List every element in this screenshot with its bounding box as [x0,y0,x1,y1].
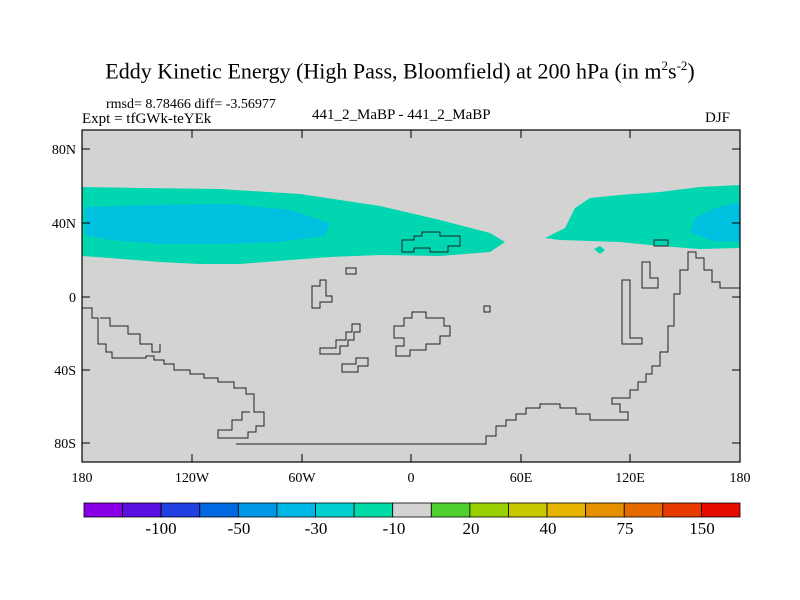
colorbar-box-12 [508,502,548,518]
lat-label-40s: 40S [54,364,76,379]
coastline-north-america [100,317,161,353]
lon-label-180w: 180 [72,471,93,486]
coastline-europe [401,231,461,253]
lon-label-120w: 120W [175,471,210,486]
colorbar-box-8 [353,502,394,518]
lat-tick-marks [82,148,740,444]
colorbar-box-6 [276,502,316,518]
lon-label-60e: 60E [510,471,533,486]
coastline-small-1 [653,239,669,247]
lat-label-0: 0 [69,291,76,306]
stats-text: rmsd= 8.78466 diff= -3.56977 [106,97,276,112]
coastline-island-5 [345,267,357,275]
colorbar-label-6: 40 [540,519,557,538]
coastline-island-3 [393,311,451,357]
lon-label-180e: 180 [730,471,751,486]
colorbar-label-1: -100 [145,519,176,538]
colorbar-label-5: 20 [463,519,480,538]
title-sup-2: -2 [676,58,688,73]
coastlines [82,231,740,445]
lat-label-40n: 40N [52,217,76,232]
colorbar-box-3 [160,502,201,518]
coastline-island-4 [341,357,369,373]
coastline-island-1 [311,279,333,309]
title-mid: s [668,58,677,84]
coastline-antarctica [236,251,740,445]
colorbar-label-4: -10 [383,519,406,538]
colorbar-box-16 [662,502,702,518]
case-label: 441_2_MaBP - 441_2_MaBP [312,107,491,123]
colorbar-label-8: 150 [689,519,715,538]
colorbar [83,502,741,518]
colorbar-box-4 [199,502,239,518]
lon-tick-marks [81,130,741,462]
colorbar-box-10 [430,502,471,518]
ek-small-patch [594,246,605,254]
colorbar-box-1 [83,502,123,518]
colorbar-box-9 [392,502,432,518]
title-text: Eddy Kinetic Energy (High Pass, Bloomfie… [105,58,662,84]
ek-band-east-inner [690,202,740,242]
lat-label-80s: 80S [54,437,76,452]
colorbar-label-3: -30 [305,519,328,538]
colorbar-label-2: -50 [228,519,251,538]
colorbar-box-17 [701,502,741,518]
colorbar-box-14 [585,502,625,518]
coastline-small-2 [483,305,491,313]
lon-label-120e: 120E [615,471,645,486]
season-label: DJF [705,110,731,126]
map-background [82,130,740,462]
coastline-asia-east [621,279,643,345]
lat-label-80n: 80N [52,143,76,158]
colorbar-box-11 [469,502,509,518]
title-end: ) [687,58,695,84]
colorbar-box-15 [623,502,664,518]
ek-band-west-inner [85,204,330,244]
colorbar-box-5 [237,502,278,518]
lon-label-60w: 60W [288,471,316,486]
coastline-south-america [82,307,265,439]
lon-label-0: 0 [408,471,415,486]
ek-band-east-outer [545,185,740,249]
title-sup-1: 2 [661,58,669,73]
colorbar-box-13 [546,502,587,518]
map-title: Eddy Kinetic Energy (High Pass, Bloomfie… [0,58,800,84]
colorbar-label-7: 75 [617,519,634,538]
colorbar-box-2 [122,502,162,518]
colorbar-box-7 [315,502,355,518]
coastline-asia-north [641,261,659,289]
coastline-island-2 [319,323,361,355]
experiment-label: Expt = tfGWk-teYEk [82,111,212,127]
